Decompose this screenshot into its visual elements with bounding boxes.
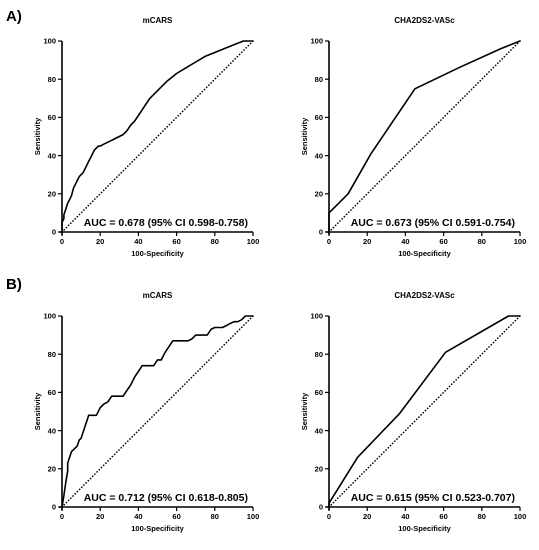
chart-a-mcars-y-tick-label-60: 60 (48, 113, 56, 122)
chart-a-mcars-y-tick-label-40: 40 (48, 151, 56, 160)
chart-b-mcars-y-tick-label-60: 60 (48, 388, 56, 397)
panel-label-b: B) (6, 276, 22, 293)
chart-a-cha2ds2vasc-title: CHA2DS2-VASc (394, 16, 455, 25)
chart-a-mcars-title: mCARS (143, 16, 173, 25)
chart-a-cha2ds2vasc-x-tick-label-100: 100 (514, 237, 527, 246)
charts-container: mCARS 0 20 40 60 80 100 0 20 40 60 80 100 100-Specifi… (33, 16, 526, 533)
chart-a-mcars-x-tick-label-80: 80 (211, 237, 219, 246)
chart-b-mcars-x-tick-label-40: 40 (134, 512, 142, 521)
chart-b-cha2ds2vasc-y-tick-label-20: 20 (315, 465, 323, 474)
chart-a-mcars-y-tick-label-80: 80 (48, 75, 56, 84)
chart-a-cha2ds2vasc-y-tick-label-20: 20 (315, 190, 323, 199)
chart-a-mcars-x-tick-label-40: 40 (134, 237, 142, 246)
chart-a-mcars-auc-annotation: AUC = 0.678 (95% CI 0.598-0.758) (84, 217, 248, 229)
chart-a-cha2ds2vasc-x-tick-label-80: 80 (478, 237, 486, 246)
chart-a-cha2ds2vasc-x-tick-label-20: 20 (363, 237, 371, 246)
chart-b-mcars-y-tick-label-80: 80 (48, 350, 56, 359)
chart-b-cha2ds2vasc-y-tick-label-0: 0 (319, 503, 323, 512)
panel-label-a: A) (6, 8, 22, 25)
chart-b-cha2ds2vasc-x-tick-label-80: 80 (478, 512, 486, 521)
chart-b-cha2ds2vasc-title: CHA2DS2-VASc (394, 291, 455, 300)
chart-b-cha2ds2vasc-y-tick-label-100: 100 (310, 312, 323, 321)
chart-a-mcars-y-tick-label-100: 100 (43, 37, 56, 46)
chart-b-cha2ds2vasc-x-tick-label-100: 100 (514, 512, 527, 521)
chart-a-mcars: mCARS 0 20 40 60 80 100 0 20 40 60 80 100 100-Specifi… (33, 16, 259, 258)
chart-b-mcars-y-tick-label-0: 0 (52, 503, 56, 512)
chart-b-cha2ds2vasc-y-tick-label-40: 40 (315, 426, 323, 435)
chart-b-mcars-x-tick-label-20: 20 (96, 512, 104, 521)
chart-b-cha2ds2vasc-y-tick-label-60: 60 (315, 388, 323, 397)
chart-a-mcars-y-tick-label-0: 0 (52, 228, 56, 237)
chart-a-mcars-y-axis-label: Sensitivity (33, 117, 42, 155)
chart-b-cha2ds2vasc-roc-curve (328, 315, 521, 508)
chart-a-cha2ds2vasc-auc-annotation: AUC = 0.673 (95% CI 0.591-0.754) (351, 217, 515, 229)
chart-a-cha2ds2vasc-y-axis-label: Sensitivity (300, 117, 309, 155)
chart-b-mcars-y-axis-label: Sensitivity (33, 392, 42, 430)
chart-b-mcars-y-tick-label-100: 100 (43, 312, 56, 321)
chart-a-cha2ds2vasc-x-tick-label-60: 60 (439, 237, 447, 246)
chart-b-cha2ds2vasc-x-tick-label-0: 0 (327, 512, 331, 521)
chart-b-cha2ds2vasc-y-tick-label-80: 80 (315, 350, 323, 359)
chart-b-mcars-x-tick-label-100: 100 (247, 512, 260, 521)
chart-b-mcars-x-tick-label-60: 60 (172, 512, 180, 521)
chart-b-mcars-y-tick-label-20: 20 (48, 465, 56, 474)
chart-b-cha2ds2vasc-y-axis-label: Sensitivity (300, 392, 309, 430)
chart-b-cha2ds2vasc-x-axis-label: 100-Specificity (398, 524, 451, 533)
chart-a-cha2ds2vasc-reference-line (328, 40, 521, 233)
chart-b-mcars-y-tick-label-40: 40 (48, 426, 56, 435)
chart-a-cha2ds2vasc-y-tick-label-60: 60 (315, 113, 323, 122)
chart-a-cha2ds2vasc-x-tick-label-0: 0 (327, 237, 331, 246)
chart-a-mcars-roc-curve (61, 40, 254, 233)
chart-a-cha2ds2vasc-y-tick-label-0: 0 (319, 228, 323, 237)
chart-a-cha2ds2vasc-x-axis-label: 100-Specificity (398, 249, 451, 258)
chart-a-mcars-x-tick-label-60: 60 (172, 237, 180, 246)
chart-a-mcars-y-tick-label-20: 20 (48, 190, 56, 199)
chart-b-mcars-reference-line (61, 315, 254, 508)
chart-b-cha2ds2vasc-reference-line (328, 315, 521, 508)
chart-b-cha2ds2vasc-auc-annotation: AUC = 0.615 (95% CI 0.523-0.707) (351, 492, 515, 504)
chart-b-mcars-x-tick-label-0: 0 (60, 512, 64, 521)
chart-a-mcars-x-axis-label: 100-Specificity (131, 249, 184, 258)
chart-a-mcars-x-tick-label-100: 100 (247, 237, 260, 246)
chart-b-mcars-roc-curve (61, 315, 254, 508)
chart-b-mcars: mCARS 0 20 40 60 80 100 0 20 40 60 80 100 100-Specifi… (33, 291, 259, 533)
chart-b-cha2ds2vasc-x-tick-label-20: 20 (363, 512, 371, 521)
chart-b-cha2ds2vasc: CHA2DS2-VASc 0 20 40 60 80 100 0 20 40 60 80 100 100-… (300, 291, 526, 533)
chart-a-cha2ds2vasc-y-tick-label-80: 80 (315, 75, 323, 84)
chart-a-cha2ds2vasc-y-tick-label-40: 40 (315, 151, 323, 160)
chart-a-cha2ds2vasc-y-tick-label-100: 100 (310, 37, 323, 46)
chart-b-mcars-x-axis-label: 100-Specificity (131, 524, 184, 533)
chart-a-mcars-x-tick-label-20: 20 (96, 237, 104, 246)
chart-b-mcars-x-tick-label-80: 80 (211, 512, 219, 521)
chart-b-cha2ds2vasc-x-tick-label-60: 60 (439, 512, 447, 521)
chart-a-mcars-x-tick-label-0: 0 (60, 237, 64, 246)
chart-b-mcars-auc-annotation: AUC = 0.712 (95% CI 0.618-0.805) (84, 492, 248, 504)
chart-a-mcars-reference-line (61, 40, 254, 233)
chart-b-mcars-title: mCARS (143, 291, 173, 300)
chart-a-cha2ds2vasc-x-tick-label-40: 40 (401, 237, 409, 246)
chart-b-cha2ds2vasc-x-tick-label-40: 40 (401, 512, 409, 521)
chart-a-cha2ds2vasc: CHA2DS2-VASc 0 20 40 60 80 100 0 20 40 60 80 100 100-… (300, 16, 526, 258)
chart-a-cha2ds2vasc-roc-curve (328, 40, 521, 233)
